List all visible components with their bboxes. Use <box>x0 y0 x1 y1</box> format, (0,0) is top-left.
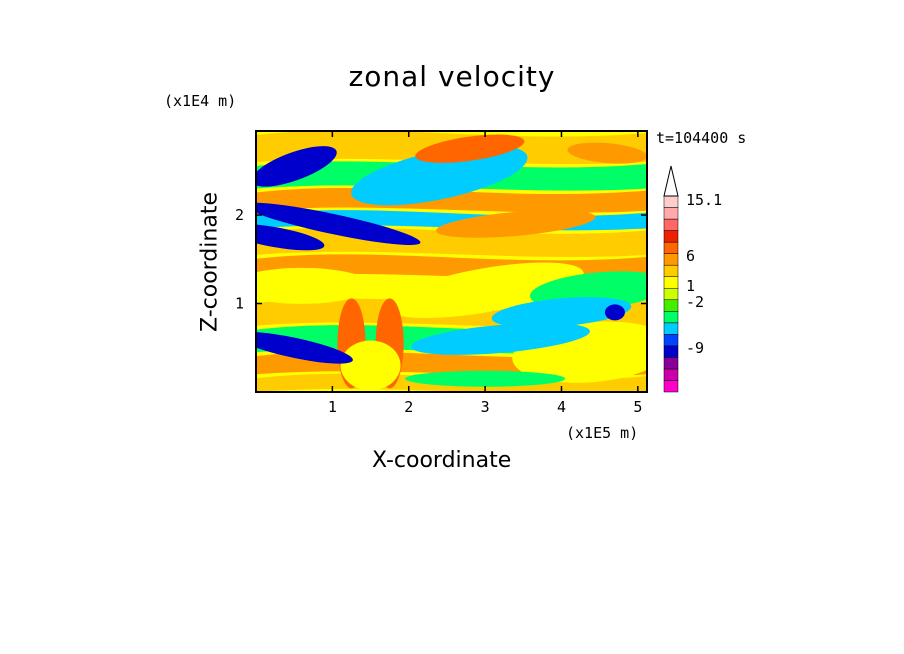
x-tick-label: 1 <box>328 398 337 416</box>
chart-title: zonal velocity <box>348 60 556 93</box>
colorbar-label: 1 <box>686 277 695 295</box>
colorbar-swatch <box>663 264 679 277</box>
field-feature <box>405 370 566 387</box>
x-axis-unit: (x1E5 m) <box>566 424 639 442</box>
colorbar-swatch <box>663 345 679 358</box>
colorbar-label: -2 <box>686 293 704 311</box>
colorbar-swatch <box>663 195 679 208</box>
colorbar-swatch <box>663 299 679 312</box>
field-feature <box>415 134 525 163</box>
field-feature <box>351 145 528 206</box>
colorbar-swatch <box>663 276 679 289</box>
contour-field <box>256 131 647 392</box>
colorbar-swatch <box>663 287 679 301</box>
plot-frame <box>255 130 648 393</box>
colorbar-swatch <box>663 230 679 243</box>
colorbar-label: 6 <box>686 247 695 265</box>
x-ticks: 1 2 3 4 5 <box>328 131 642 416</box>
x-axis-label-text: X-coordinate <box>372 448 512 473</box>
colorbar-label: -9 <box>686 339 704 357</box>
field-feature <box>256 267 372 304</box>
x-tick-label: 4 <box>557 398 566 416</box>
colorbar-swatch <box>663 322 679 335</box>
field-feature <box>256 331 353 364</box>
colorbar-swatch <box>663 368 679 381</box>
field-feature <box>435 210 596 238</box>
field-feature <box>491 297 632 328</box>
colorbar-swatch <box>663 241 679 254</box>
field-feature <box>410 322 591 355</box>
colorbar-swatch <box>663 253 679 266</box>
x-tick-label: 5 <box>633 398 642 416</box>
y-ticks: 12 <box>235 206 647 313</box>
y-tick-label: 1 <box>235 295 244 313</box>
colorbar-swatch <box>663 334 679 347</box>
x-tick-label: 3 <box>481 398 490 416</box>
colorbar-swatch <box>663 207 679 220</box>
colorbar-swatch <box>663 311 679 324</box>
field-feature <box>256 202 421 246</box>
colorbar-swatch <box>663 218 679 231</box>
x-tick-label: 2 <box>404 398 413 416</box>
colorbar-label: 15.1 <box>686 191 722 209</box>
field-feature <box>604 304 625 321</box>
field-feature <box>340 340 401 391</box>
y-tick-label: 2 <box>235 206 244 224</box>
field-feature <box>256 146 337 187</box>
colorbar-swatch <box>663 357 679 370</box>
y-axis-unit: (x1E4 m) <box>164 92 237 110</box>
field-feature <box>567 142 647 164</box>
colorbar: 15.1 6 1-2 -9 <box>663 165 722 393</box>
colorbar-extend-arrow <box>663 165 679 197</box>
colorbar-swatch <box>663 380 679 393</box>
field-feature <box>386 262 584 319</box>
time-label: t=104400 s <box>656 129 747 147</box>
field-feature <box>256 224 325 251</box>
